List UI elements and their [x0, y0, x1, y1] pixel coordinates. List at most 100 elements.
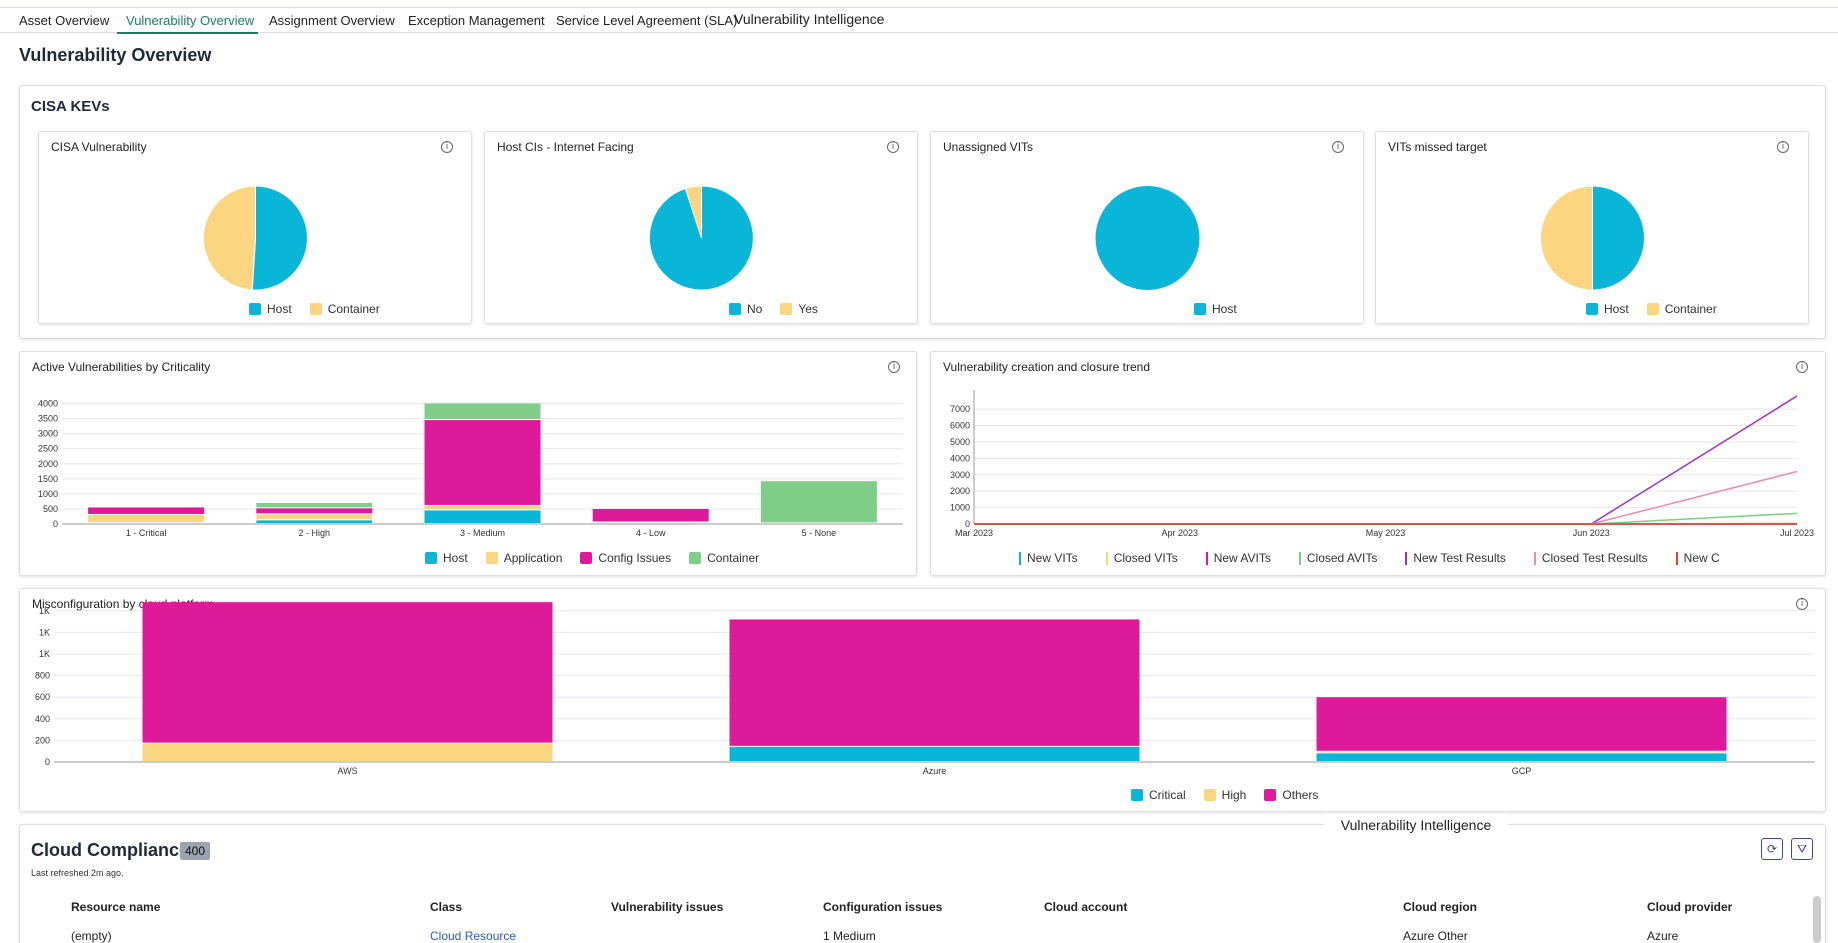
column-header-cloud-provider[interactable]: Cloud provider [1647, 900, 1733, 914]
info-icon[interactable]: i [1796, 598, 1808, 610]
bar-segment[interactable] [142, 602, 553, 743]
info-icon[interactable]: i [1796, 361, 1808, 373]
legend-swatch [1586, 303, 1598, 315]
legend-item-high[interactable]: High [1203, 788, 1246, 802]
misconfiguration-chart: 0 200 400 600 800 1K 1K 1K AWS Azure GCP [35, 602, 1815, 776]
filter-icon[interactable]: ⛛ [1791, 838, 1813, 860]
pie-slice-container[interactable] [1540, 185, 1593, 291]
tab-asset-overview[interactable]: Asset Overview [19, 13, 110, 28]
bar-segment[interactable] [1316, 751, 1727, 753]
column-header-cloud-region[interactable]: Cloud region [1403, 900, 1477, 914]
legend-swatch [249, 303, 261, 315]
tab-assignment-overview[interactable]: Assignment Overview [269, 13, 395, 28]
series-line[interactable] [974, 470, 1798, 525]
legend-label: Container [1664, 302, 1717, 316]
legend-item-closed-test-results[interactable]: Closed Test Results [1533, 551, 1648, 565]
legend-item-container[interactable]: Container [1646, 302, 1717, 316]
bar-segment[interactable] [1316, 753, 1727, 761]
card-unassigned-vits: Unassigned VITs i Host [930, 131, 1364, 324]
legend-item-closed-avits[interactable]: Closed AVITs [1298, 551, 1377, 565]
bar-segment[interactable] [88, 507, 205, 514]
legend-label: Application [503, 551, 563, 565]
info-icon[interactable]: i [1332, 141, 1344, 153]
pie-slice-yes[interactable] [684, 185, 702, 239]
bar-segment[interactable] [256, 514, 373, 520]
legend-item-host[interactable]: Host [249, 302, 292, 316]
cisa-section-title: CISA KEVs [31, 98, 110, 115]
column-header-cloud-account[interactable]: Cloud account [1044, 900, 1128, 914]
legend-item-new-c[interactable]: New C [1675, 551, 1720, 565]
bar-segment[interactable] [142, 743, 553, 761]
legend-label: Container [707, 551, 760, 565]
card-title: CISA Vulnerability [51, 140, 147, 154]
chart-title: Active Vulnerabilities by Criticality [32, 360, 211, 374]
legend: Host [1194, 302, 1237, 316]
bar-segment[interactable] [760, 481, 877, 523]
pie-slice-host[interactable] [1592, 185, 1645, 291]
bar-segment[interactable] [592, 508, 709, 522]
criticality-chart: 0 500 1000 1500 2000 2500 3000 3500 4000 1 - Crit… [38, 399, 903, 538]
legend-item-new-test-results[interactable]: New Test Results [1405, 551, 1506, 565]
column-header-configuration-issues[interactable]: Configuration issues [823, 900, 943, 914]
pie-slice-host[interactable] [251, 185, 308, 291]
bar-segment[interactable] [256, 520, 373, 523]
column-header-vulnerability-issues[interactable]: Vulnerability issues [611, 900, 724, 914]
legend: New VITs Closed VITs New AVITs Closed AV… [1019, 551, 1720, 565]
tab-vulnerability-intelligence[interactable]: Vulnerability Intelligence [734, 11, 885, 27]
legend: Host Application Config Issues Container [425, 551, 759, 565]
bar-segment[interactable] [256, 502, 373, 508]
bar-segment[interactable] [88, 514, 205, 523]
legend-item-container[interactable]: Container [309, 302, 380, 316]
x-tick-label: Mar 2023 [955, 528, 993, 538]
legend-item-others[interactable]: Others [1264, 788, 1318, 802]
y-tick-label: 1K [39, 606, 50, 616]
bar-segment[interactable] [424, 510, 541, 523]
bar-segment[interactable] [424, 420, 541, 505]
tab-bar: Asset Overview Vulnerability Overview As… [0, 7, 1838, 34]
bar-segment[interactable] [424, 505, 541, 510]
y-tick-label: 4000 [38, 399, 58, 409]
info-icon[interactable]: i [1777, 141, 1789, 153]
y-tick-label: 500 [43, 504, 58, 514]
series-line[interactable] [974, 395, 1798, 525]
info-icon[interactable]: i [887, 141, 899, 153]
bar-segment[interactable] [729, 619, 1140, 746]
legend-item-new-vits[interactable]: New VITs [1019, 551, 1078, 565]
pie-slice-host[interactable] [1095, 186, 1200, 290]
legend-label: Others [1282, 788, 1319, 802]
bar-segment[interactable] [256, 508, 373, 514]
refresh-icon[interactable]: ⟳ [1761, 838, 1783, 860]
legend-item-host[interactable]: Host [425, 551, 468, 565]
tab-exception-management[interactable]: Exception Management [408, 13, 545, 28]
column-header-resource-name[interactable]: Resource name [71, 900, 161, 914]
y-tick-label: 2000 [950, 486, 970, 496]
cell-class-link[interactable]: Cloud Resource [430, 929, 517, 943]
legend: Host Container [1586, 302, 1717, 316]
info-icon[interactable]: i [441, 141, 453, 153]
info-icon[interactable]: i [888, 361, 900, 373]
table-scrollbar[interactable] [1813, 896, 1821, 943]
legend: Host Container [249, 302, 380, 316]
tab-vulnerability-overview[interactable]: Vulnerability Overview [126, 13, 255, 28]
pie-slice-container[interactable] [202, 185, 256, 291]
series-line[interactable] [974, 512, 1798, 525]
legend-item-yes[interactable]: Yes [780, 302, 818, 316]
tab-sla[interactable]: Service Level Agreement (SLA) [556, 13, 738, 28]
y-tick-label: 200 [35, 735, 50, 745]
legend-item-host[interactable]: Host [1586, 302, 1629, 316]
legend-item-host[interactable]: Host [1194, 302, 1237, 316]
legend-item-container[interactable]: Container [689, 551, 759, 565]
legend-item-no[interactable]: No [729, 302, 762, 316]
legend-swatch [580, 552, 593, 564]
bar-segment[interactable] [729, 746, 1140, 761]
legend-item-critical[interactable]: Critical [1131, 788, 1186, 802]
legend-item-application[interactable]: Application [485, 551, 563, 565]
bar-segment[interactable] [424, 403, 541, 420]
legend-item-config-issues[interactable]: Config Issues [580, 551, 671, 565]
bar-segment[interactable] [1316, 697, 1727, 751]
legend-item-closed-vits[interactable]: Closed VITs [1105, 551, 1178, 565]
legend-label: Host [1212, 302, 1237, 316]
legend-item-new-avits[interactable]: New AVITs [1205, 551, 1271, 565]
y-tick-label: 2500 [38, 444, 58, 454]
column-header-class[interactable]: Class [430, 900, 463, 914]
